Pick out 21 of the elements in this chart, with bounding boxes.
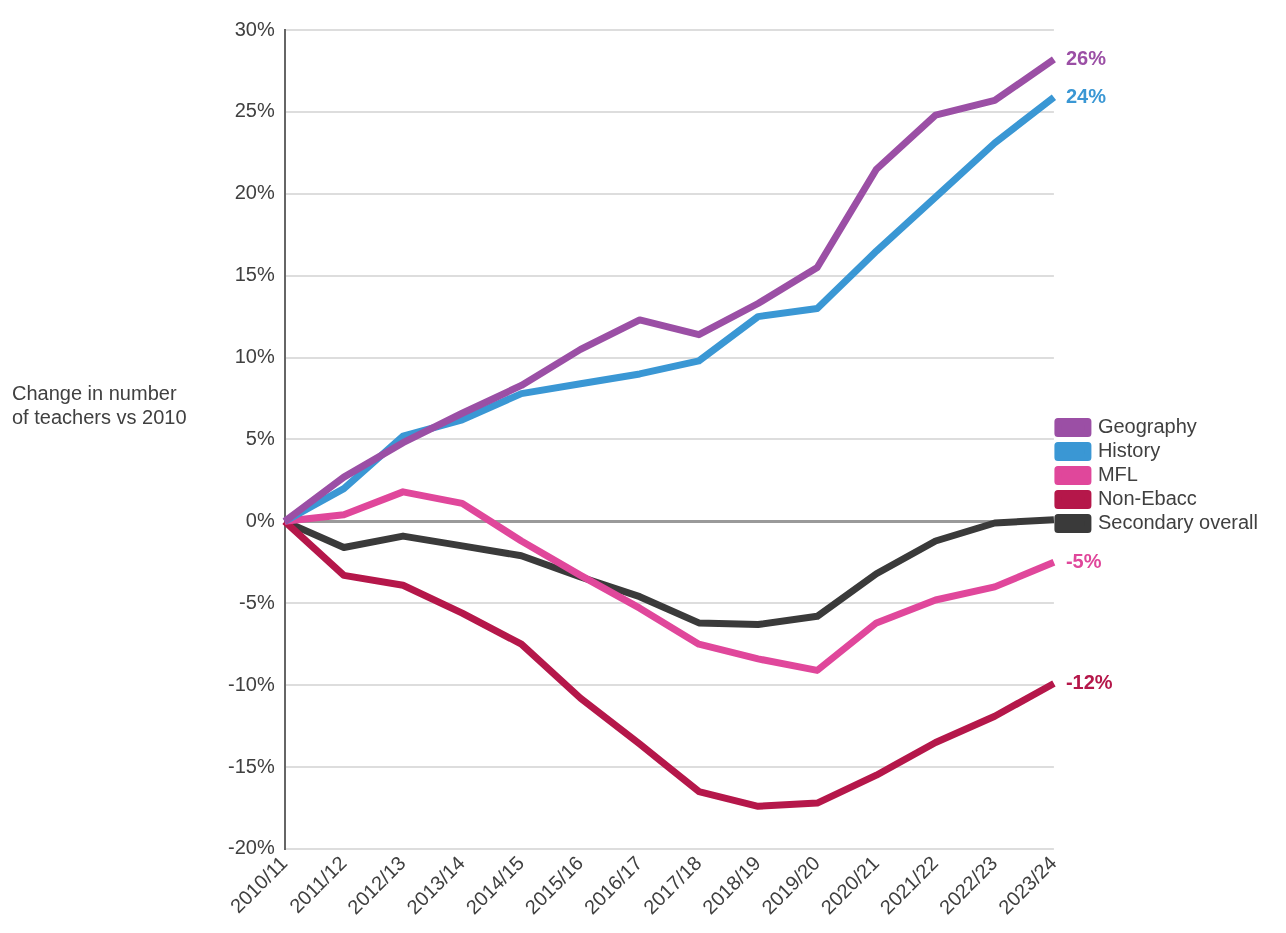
- y-tick-label: 30%: [234, 17, 275, 40]
- legend-label: Non-Ebacc: [1097, 487, 1197, 510]
- annotation: -5%: [1065, 549, 1102, 572]
- y-tick-label: -20%: [227, 836, 275, 859]
- legend-label: History: [1097, 439, 1161, 462]
- y-tick-label: -5%: [239, 590, 275, 613]
- y-axis-title: Change in number of teachers vs 2010: [12, 382, 187, 429]
- y-tick-label: 10%: [234, 345, 275, 368]
- annotation: -12%: [1065, 671, 1113, 694]
- y-tick-label: 25%: [234, 99, 275, 122]
- y-tick-label: 20%: [234, 181, 275, 204]
- legend-label: Geography: [1097, 415, 1197, 438]
- y-tick-label: 5%: [245, 426, 275, 449]
- annotation: 26%: [1065, 47, 1107, 69]
- legend-label: Secondary overall: [1097, 511, 1259, 534]
- y-tick-label: -10%: [227, 672, 275, 695]
- y-tick-label: 15%: [234, 263, 275, 286]
- y-tick-label: 0%: [245, 508, 275, 531]
- annotation: 24%: [1065, 84, 1107, 107]
- y-tick-label: -15%: [227, 754, 275, 777]
- legend-label: MFL: [1097, 463, 1138, 486]
